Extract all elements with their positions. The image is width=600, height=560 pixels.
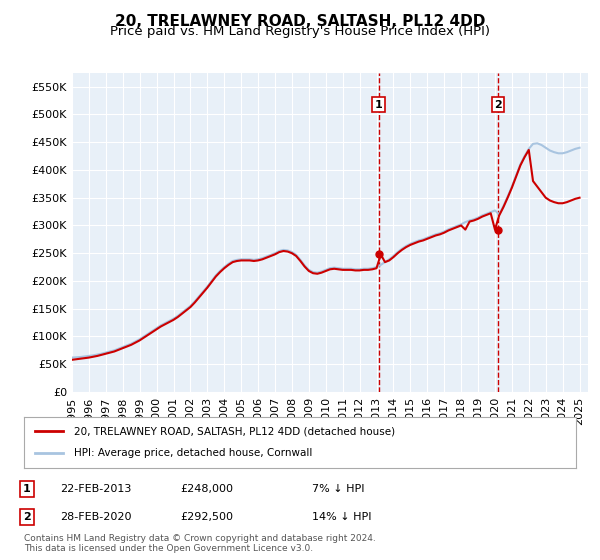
Text: 20, TRELAWNEY ROAD, SALTASH, PL12 4DD (detached house): 20, TRELAWNEY ROAD, SALTASH, PL12 4DD (d…	[74, 426, 395, 436]
Text: £248,000: £248,000	[180, 484, 233, 494]
Text: 2: 2	[23, 512, 31, 522]
Text: £292,500: £292,500	[180, 512, 233, 522]
Text: 20, TRELAWNEY ROAD, SALTASH, PL12 4DD: 20, TRELAWNEY ROAD, SALTASH, PL12 4DD	[115, 14, 485, 29]
Text: 28-FEB-2020: 28-FEB-2020	[60, 512, 131, 522]
Text: 22-FEB-2013: 22-FEB-2013	[60, 484, 131, 494]
Text: HPI: Average price, detached house, Cornwall: HPI: Average price, detached house, Corn…	[74, 449, 312, 459]
Text: 1: 1	[23, 484, 31, 494]
Text: 7% ↓ HPI: 7% ↓ HPI	[312, 484, 365, 494]
Text: 1: 1	[374, 100, 382, 110]
Text: 14% ↓ HPI: 14% ↓ HPI	[312, 512, 371, 522]
Text: Price paid vs. HM Land Registry's House Price Index (HPI): Price paid vs. HM Land Registry's House …	[110, 25, 490, 38]
Text: 2: 2	[494, 100, 502, 110]
Text: Contains HM Land Registry data © Crown copyright and database right 2024.
This d: Contains HM Land Registry data © Crown c…	[24, 534, 376, 553]
